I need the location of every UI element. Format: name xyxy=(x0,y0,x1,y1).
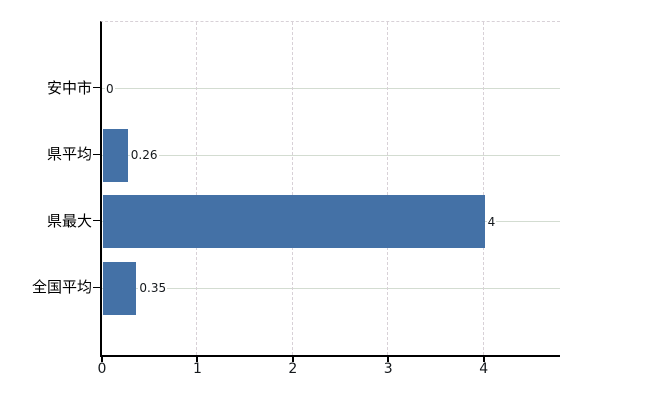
horizontal-gridline xyxy=(102,88,560,90)
x-axis-tick xyxy=(196,356,199,362)
bar xyxy=(103,195,485,249)
x-tick-label: 3 xyxy=(383,361,393,377)
plot-area: 0 0.26 4 0.35 xyxy=(100,21,560,357)
category-label: 全国平均 xyxy=(31,278,92,297)
vertical-gridline xyxy=(196,22,198,355)
vertical-gridline xyxy=(291,22,293,355)
x-tick-label: 1 xyxy=(192,361,202,377)
category-label: 県平均 xyxy=(46,145,92,164)
category-label: 県最大 xyxy=(46,211,92,230)
x-axis-tick xyxy=(482,356,485,362)
y-axis-tick xyxy=(93,87,100,89)
vertical-gridline xyxy=(387,22,389,355)
value-label: 0.35 xyxy=(138,281,168,296)
category-label: 安中市 xyxy=(46,78,92,97)
value-label: 0.26 xyxy=(129,148,159,163)
value-label: 4 xyxy=(486,214,497,229)
x-axis-tick xyxy=(101,356,103,362)
y-axis-tick xyxy=(93,153,100,155)
x-tick-label: 4 xyxy=(479,361,489,377)
x-tick-label: 2 xyxy=(288,361,298,377)
x-axis-tick xyxy=(291,356,294,362)
bar xyxy=(103,261,137,315)
x-axis-tick xyxy=(387,356,390,362)
horizontal-gridline xyxy=(102,287,560,289)
y-axis-tick xyxy=(93,220,100,222)
bar xyxy=(103,128,128,182)
y-axis-tick xyxy=(93,286,100,288)
x-tick-label: 0 xyxy=(97,361,107,377)
vertical-gridline xyxy=(482,22,484,355)
horizontal-gridline xyxy=(102,154,560,156)
value-label: 0 xyxy=(105,81,115,96)
